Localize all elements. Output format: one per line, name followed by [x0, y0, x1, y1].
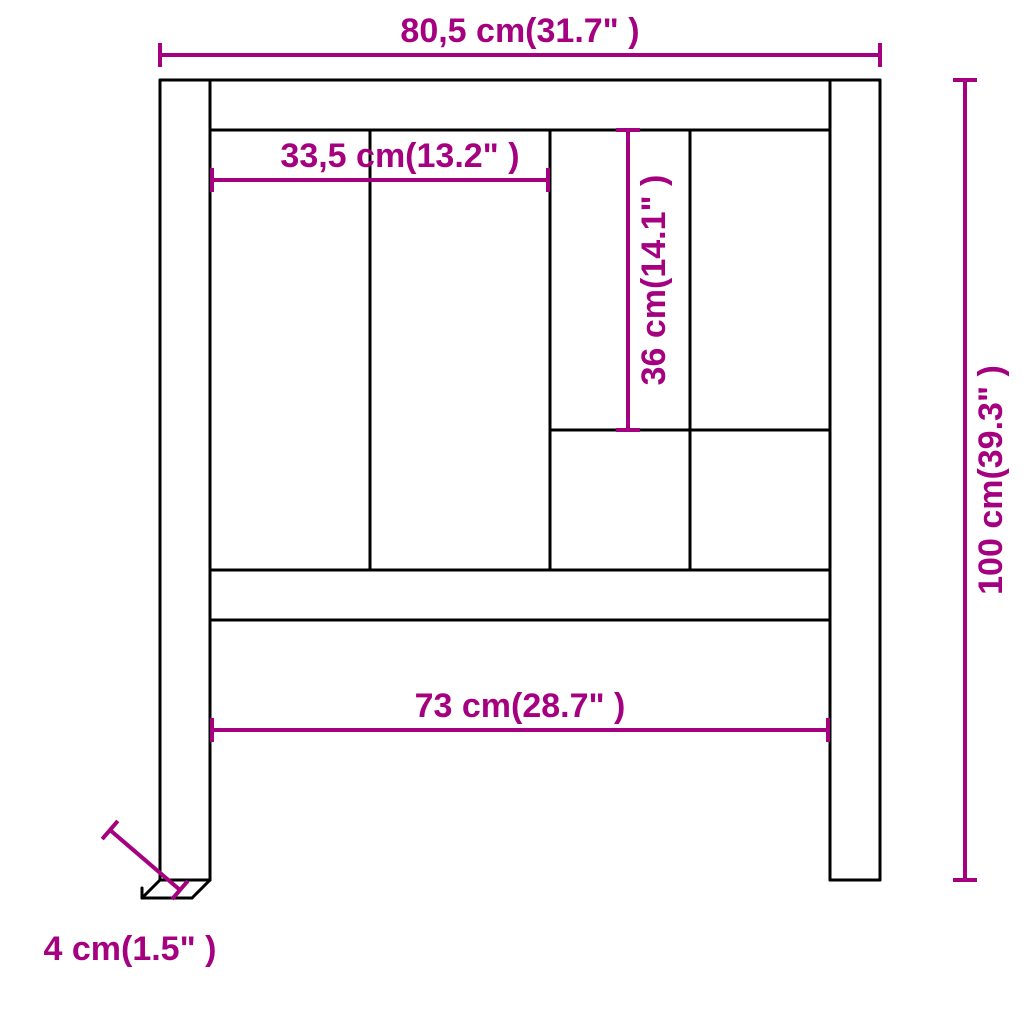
dim-panel-width-label: 33,5 cm(13.2" )	[280, 137, 519, 175]
dim-panel-width: 33,5 cm(13.2" )	[212, 137, 548, 192]
dim-depth: 4 cm(1.5" )	[44, 821, 217, 968]
dim-top-width: 80,5 cm(31.7" )	[160, 12, 880, 67]
dim-total-height: 100 cm(39.3" )	[953, 80, 1010, 880]
dimensions-group: 80,5 cm(31.7" ) 33,5 cm(13.2" ) 36 cm(14.1…	[44, 12, 1010, 968]
dim-top-width-label: 80,5 cm(31.7" )	[400, 12, 639, 50]
dim-total-height-label: 100 cm(39.3" )	[972, 365, 1010, 595]
dim-inner-width-label: 73 cm(28.7" )	[415, 687, 626, 725]
dim-panel-height: 36 cm(14.1" )	[616, 130, 673, 430]
dim-panel-height-label: 36 cm(14.1" )	[635, 175, 673, 386]
dim-inner-width: 73 cm(28.7" )	[212, 687, 828, 742]
dim-depth-label: 4 cm(1.5" )	[44, 930, 217, 968]
product-outline	[142, 80, 880, 898]
